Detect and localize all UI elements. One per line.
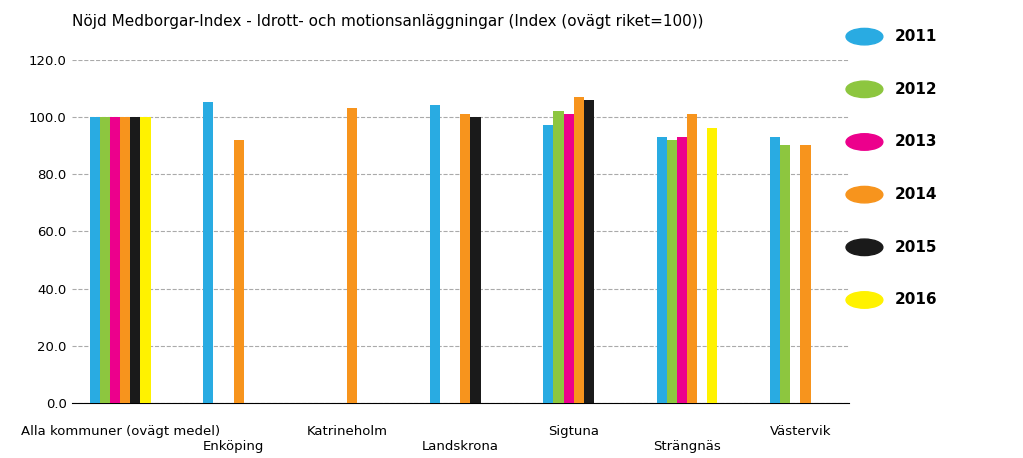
Bar	[140, 117, 150, 403]
Text: Sigtuna: Sigtuna	[548, 425, 599, 437]
Bar	[677, 137, 687, 403]
Bar	[667, 140, 677, 403]
Text: Katrineholm: Katrineholm	[307, 425, 388, 437]
Bar	[90, 117, 100, 403]
Bar	[100, 117, 110, 403]
Bar	[657, 137, 667, 403]
Bar	[543, 125, 553, 403]
Text: Nöjd Medborgar-Index - Idrott- och motionsanläggningar (Index (ovägt riket=100)): Nöjd Medborgar-Index - Idrott- och motio…	[72, 14, 703, 29]
Text: 2012: 2012	[895, 82, 938, 97]
Bar	[770, 137, 781, 403]
Bar	[471, 117, 481, 403]
Bar	[574, 97, 584, 403]
Bar	[460, 114, 471, 403]
Bar	[564, 114, 574, 403]
Bar	[430, 105, 440, 403]
Bar	[707, 128, 717, 403]
Text: 2013: 2013	[895, 135, 938, 149]
Text: Strängnäs: Strängnäs	[654, 440, 721, 453]
Bar	[110, 117, 121, 403]
Bar	[233, 140, 243, 403]
Bar	[781, 146, 791, 403]
Bar	[584, 100, 594, 403]
Bar	[687, 114, 698, 403]
Text: Västervik: Västervik	[769, 425, 832, 437]
Text: 2015: 2015	[895, 240, 938, 255]
Bar	[130, 117, 140, 403]
Text: 2011: 2011	[895, 29, 937, 44]
Bar	[204, 103, 214, 403]
Bar	[553, 111, 564, 403]
Bar	[800, 146, 810, 403]
Text: 2014: 2014	[895, 187, 938, 202]
Text: Landskrona: Landskrona	[421, 440, 499, 453]
Text: Alla kommuner (ovägt medel): Alla kommuner (ovägt medel)	[20, 425, 220, 437]
Text: 2016: 2016	[895, 293, 938, 307]
Bar	[121, 117, 130, 403]
Bar	[347, 108, 357, 403]
Text: Enköping: Enköping	[203, 440, 264, 453]
